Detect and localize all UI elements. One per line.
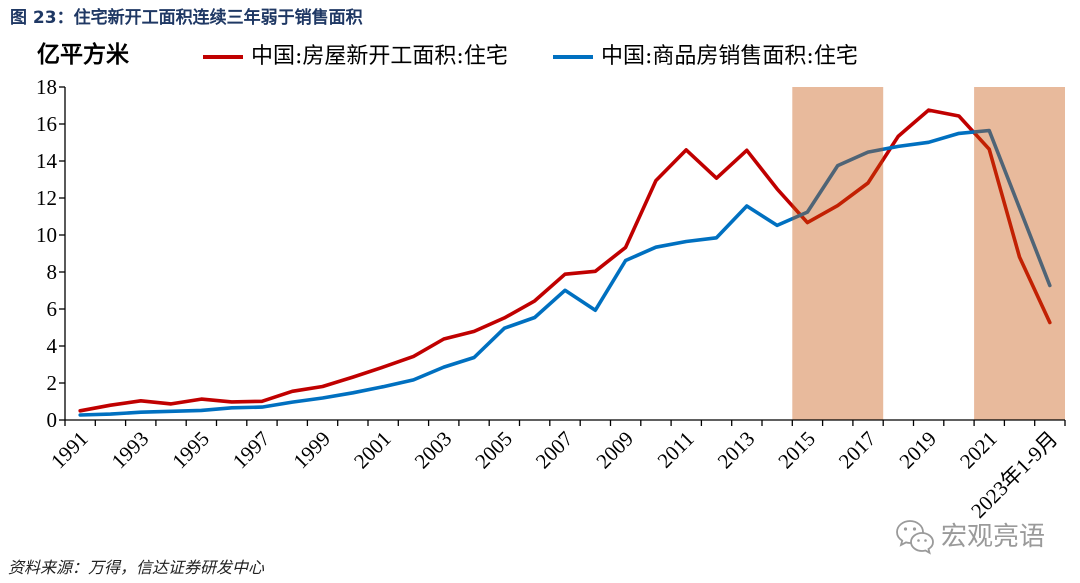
y-tick-label: 6 xyxy=(47,297,58,321)
legend-label-new-starts: 中国:房屋新开工面积:住宅 xyxy=(251,44,508,69)
x-tick-label: 2009 xyxy=(591,427,638,474)
wechat-icon xyxy=(895,519,935,555)
y-tick-label: 18 xyxy=(36,75,57,99)
x-tick-label: 2021 xyxy=(955,427,1002,474)
shaded-period-1 xyxy=(792,87,884,420)
watermark: 宏观亮语 xyxy=(895,519,1045,555)
series-lines xyxy=(78,108,1052,417)
shaded-periods xyxy=(792,87,1065,420)
legend-item-new-starts: 中国:房屋新开工面积:住宅 xyxy=(203,43,508,71)
x-tick-label: 1999 xyxy=(288,427,335,474)
figure-title: 图 23：住宅新开工面积连续三年弱于销售面积 xyxy=(10,8,363,28)
watermark-text: 宏观亮语 xyxy=(941,522,1046,552)
source-note: 资料来源：万得，信达证券研发中心 xyxy=(8,558,265,577)
x-tick-label: 1997 xyxy=(228,427,275,474)
tick-labels: 0 2 4 6 8 10 12 14 16 18 1991 1993 1995 1997 1999 2001 2… xyxy=(36,75,1062,523)
x-tick-label: 2001 xyxy=(349,427,396,474)
x-tick-label: 2013 xyxy=(713,427,760,474)
y-tick-label: 8 xyxy=(47,260,58,284)
x-tick-label: 1993 xyxy=(107,427,154,474)
legend-swatch-sales xyxy=(553,55,593,59)
series-line-sales xyxy=(78,128,1052,417)
y-tick-label: 4 xyxy=(47,334,58,358)
y-tick-label: 12 xyxy=(36,186,57,210)
x-tick-label: 2019 xyxy=(894,427,941,474)
x-tick-label: 2015 xyxy=(773,427,820,474)
legend-label-sales: 中国:商品房销售面积:住宅 xyxy=(601,44,858,69)
y-tick-label: 2 xyxy=(47,371,58,395)
x-tick-label: 2007 xyxy=(531,427,578,474)
y-tick-label: 0 xyxy=(47,408,58,432)
legend-swatch-new-starts xyxy=(203,55,243,59)
legend-item-sales: 中国:商品房销售面积:住宅 xyxy=(553,43,858,71)
x-tick-label: 1995 xyxy=(167,427,214,474)
y-tick-label: 16 xyxy=(36,112,57,136)
x-tick-label: 1991 xyxy=(46,427,93,474)
x-tick-label: 2011 xyxy=(653,427,699,473)
x-tick-label: 2005 xyxy=(470,427,517,474)
axes xyxy=(59,86,1066,426)
y-tick-label: 14 xyxy=(36,149,58,173)
series-line-new-starts xyxy=(78,108,1052,413)
y-tick-label: 10 xyxy=(36,223,57,247)
y-axis-unit-label: 亿平方米 xyxy=(37,41,129,68)
x-tick-label: 2003 xyxy=(410,427,457,474)
x-tick-label: 2017 xyxy=(834,427,881,474)
shaded-period-2 xyxy=(974,87,1065,420)
